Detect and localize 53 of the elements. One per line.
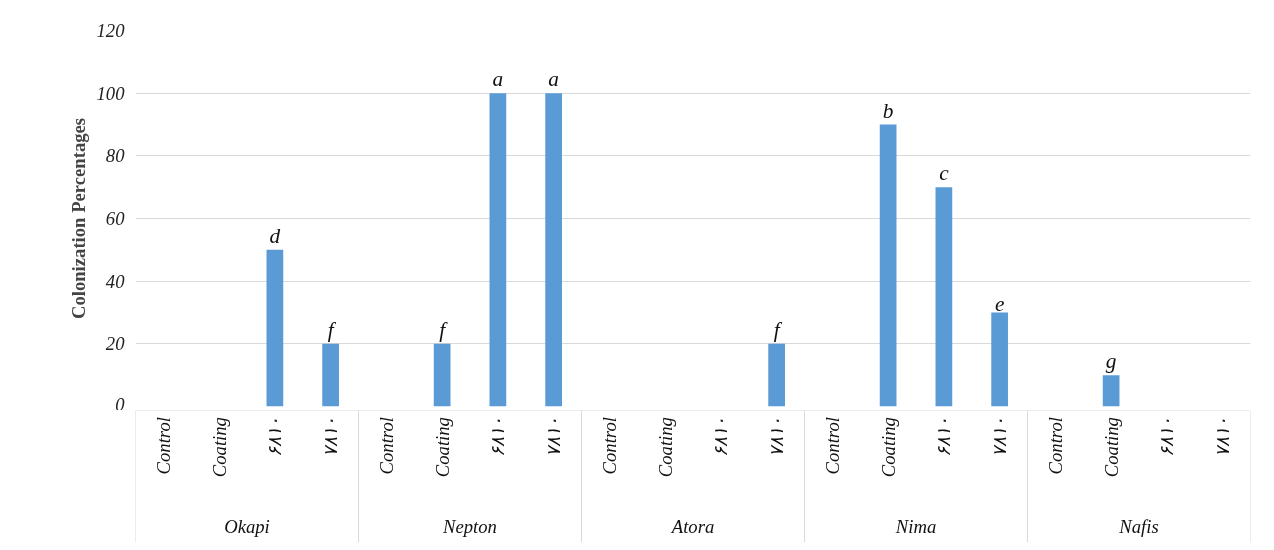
x-tick-label: Control [152,417,174,475]
data-label: a [492,67,504,92]
data-label: f [773,317,783,342]
x-tick-label: Control [598,417,620,475]
x-tick-label: Control [375,417,397,475]
x-tick-label: ۶۸۱۰ [933,417,955,458]
x-tick-label: ۶۸۱۰ [487,417,509,458]
data-label: b [882,98,894,123]
x-tick-label: ۶۸۱۰ [1156,417,1178,458]
bar [433,343,451,407]
x-tick-label: ۷۸۱۰ [543,417,565,458]
bar [991,312,1008,407]
y-tick-label: 100 [96,82,126,104]
text: Nafis [1118,516,1159,538]
x-tick-label: ۷۸۱۰ [320,417,342,458]
y-tick-label: 80 [105,145,126,167]
y-tick-label: 120 [96,20,126,41]
bar [879,124,897,407]
bar [768,343,785,407]
data-label: c [939,161,950,186]
bar [322,343,339,407]
x-tick-label: ۷۸۱۰ [1212,417,1234,458]
x-tick-label: Control [821,417,843,475]
text: Nepton [442,516,497,538]
text: Okapi [224,516,270,538]
x-tick-label: ۶۸۱۰ [264,417,286,458]
data-label: a [548,67,559,92]
x-tick-label: Coating [208,417,230,478]
data-label: f [327,317,337,342]
data-label: f [439,317,449,342]
y-tick-label: 60 [105,208,126,229]
x-tick-label: Coating [877,417,899,478]
x-tick-label: ۷۸۱۰ [989,417,1011,458]
y-tick-label: 20 [105,333,126,355]
y-tick-label: 0 [115,393,126,415]
x-tick-label: Coating [1100,417,1122,478]
data-label: d [269,223,281,248]
y-tick-label: 40 [105,270,126,292]
bar [545,93,562,407]
x-tick-label: Control [1044,417,1066,475]
data-label: g [1105,349,1117,374]
x-tick-label: ۶۸۱۰ [710,417,732,458]
bar [266,249,284,407]
bar [489,93,507,407]
bar [1102,375,1120,407]
data-label: e [994,291,1005,316]
y-axis-title: Colonization Percentages [67,117,89,320]
text: Atora [669,516,715,538]
text: Nima [894,516,937,538]
x-tick-label: Coating [654,417,676,478]
x-tick-label: Coating [431,417,453,478]
x-tick-label: ۷۸۱۰ [766,417,788,458]
bar [935,187,953,407]
